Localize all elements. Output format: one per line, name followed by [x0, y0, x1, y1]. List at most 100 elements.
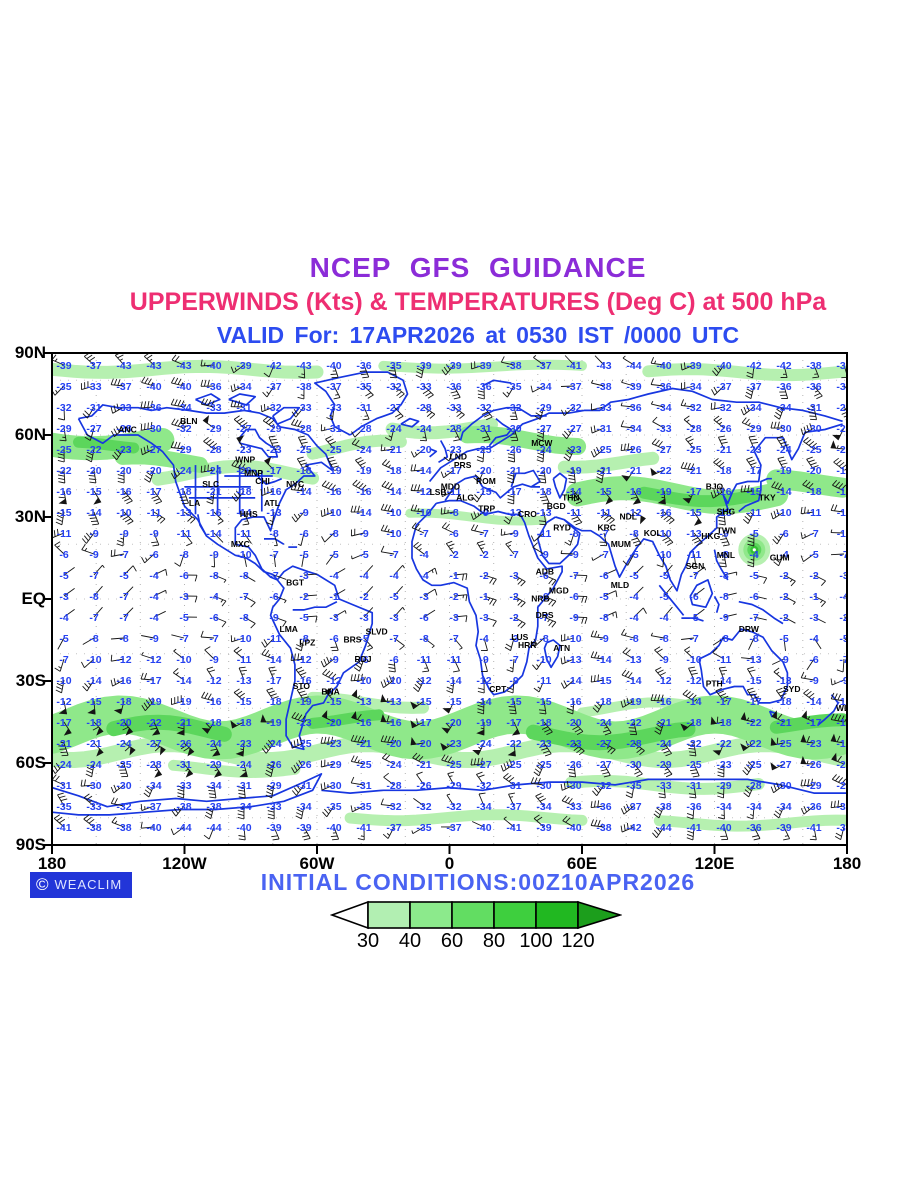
svg-text:-18: -18	[266, 696, 281, 708]
svg-text:-17: -17	[806, 717, 821, 729]
svg-text:-17: -17	[446, 465, 461, 477]
svg-text:-7: -7	[419, 528, 428, 540]
lon-axis-label: 120E	[694, 854, 735, 873]
svg-text:-4: -4	[389, 570, 398, 582]
svg-text:-29: -29	[206, 759, 221, 771]
svg-text:MXC: MXC	[231, 539, 250, 549]
svg-text:-13: -13	[566, 654, 581, 666]
svg-text:-21: -21	[836, 444, 851, 456]
svg-text:-5: -5	[119, 570, 128, 582]
svg-text:-14: -14	[86, 675, 101, 687]
svg-text:-36: -36	[206, 381, 221, 393]
svg-text:-23: -23	[566, 444, 581, 456]
svg-text:-4: -4	[419, 549, 428, 561]
svg-text:-7: -7	[449, 633, 458, 645]
svg-text:-29: -29	[266, 423, 281, 435]
svg-text:-28: -28	[296, 423, 311, 435]
svg-text:-33: -33	[836, 801, 851, 813]
svg-text:-40: -40	[716, 360, 731, 372]
svg-text:-40: -40	[176, 381, 191, 393]
svg-text:-27: -27	[476, 759, 491, 771]
svg-text:LPZ: LPZ	[299, 638, 315, 648]
svg-text:-32: -32	[596, 780, 611, 792]
svg-text:-39: -39	[296, 822, 311, 834]
svg-text:-9: -9	[509, 675, 518, 687]
svg-text:-9: -9	[719, 612, 728, 624]
lat-axis-label: 90S	[15, 835, 46, 854]
svg-text:-33: -33	[416, 381, 431, 393]
svg-text:-32: -32	[686, 402, 701, 414]
svg-text:-31: -31	[836, 381, 851, 393]
svg-text:-13: -13	[386, 696, 401, 708]
svg-text:-28: -28	[416, 402, 431, 414]
svg-text:-32: -32	[176, 423, 191, 435]
svg-text:-41: -41	[56, 822, 71, 834]
svg-text:-20: -20	[116, 717, 131, 729]
svg-text:-21: -21	[776, 717, 791, 729]
svg-text:-7: -7	[599, 549, 608, 561]
svg-text:-17: -17	[146, 675, 161, 687]
svg-text:-16: -16	[56, 486, 71, 498]
svg-text:-29: -29	[536, 402, 551, 414]
svg-text:-34: -34	[686, 381, 701, 393]
svg-text:-38: -38	[86, 822, 101, 834]
svg-text:-36: -36	[836, 360, 851, 372]
svg-text:-9: -9	[89, 549, 98, 561]
svg-text:-29: -29	[716, 780, 731, 792]
svg-text:-31: -31	[806, 402, 821, 414]
svg-text:-7: -7	[269, 549, 278, 561]
svg-text:-31: -31	[56, 780, 71, 792]
lat-axis-label: 30N	[14, 507, 46, 526]
svg-text:-30: -30	[626, 759, 641, 771]
svg-text:-4: -4	[629, 612, 638, 624]
svg-text:-31: -31	[506, 780, 521, 792]
svg-text:-11: -11	[57, 528, 72, 540]
svg-text:-39: -39	[776, 822, 791, 834]
svg-text:-23: -23	[746, 444, 761, 456]
svg-text:HRR: HRR	[518, 640, 536, 650]
svg-text:-33: -33	[446, 402, 461, 414]
svg-text:-23: -23	[716, 759, 731, 771]
svg-text:RYD: RYD	[553, 523, 571, 533]
svg-text:-28: -28	[356, 423, 371, 435]
svg-text:-39: -39	[476, 360, 491, 372]
svg-text:-23: -23	[536, 738, 551, 750]
svg-text:-31: -31	[356, 402, 371, 414]
svg-text:-42: -42	[746, 360, 761, 372]
svg-text:-5: -5	[809, 549, 818, 561]
svg-text:-40: -40	[146, 381, 161, 393]
svg-text:-30: -30	[806, 423, 821, 435]
svg-text:-4: -4	[479, 633, 488, 645]
svg-text:-8: -8	[659, 633, 668, 645]
svg-text:-5: -5	[599, 591, 608, 603]
svg-text:-9: -9	[599, 633, 608, 645]
svg-text:NYC: NYC	[286, 479, 304, 489]
svg-text:-30: -30	[326, 780, 341, 792]
svg-text:-38: -38	[176, 801, 191, 813]
svg-text:-11: -11	[447, 654, 462, 666]
svg-text:-24: -24	[236, 759, 251, 771]
svg-text:-15: -15	[746, 486, 761, 498]
svg-text:-3: -3	[449, 612, 458, 624]
svg-text:-33: -33	[656, 423, 671, 435]
svg-text:-24: -24	[416, 423, 431, 435]
svg-text:-25: -25	[806, 444, 821, 456]
svg-text:-16: -16	[716, 486, 731, 498]
svg-text:-28: -28	[116, 423, 131, 435]
svg-text:-34: -34	[536, 801, 551, 813]
svg-text:-4: -4	[749, 549, 758, 561]
svg-text:-2: -2	[299, 591, 308, 603]
svg-text:-5: -5	[629, 570, 638, 582]
svg-text:-19: -19	[176, 696, 191, 708]
legend-tick-label: 80	[482, 930, 506, 952]
legend-tick-label: 120	[561, 930, 595, 952]
svg-text:-18: -18	[716, 717, 731, 729]
svg-text:-11: -11	[417, 654, 432, 666]
svg-text:-32: -32	[566, 402, 581, 414]
svg-text:-20: -20	[386, 738, 401, 750]
svg-text:-19: -19	[566, 465, 581, 477]
svg-text:-7: -7	[479, 528, 488, 540]
svg-text:-8: -8	[299, 633, 308, 645]
svg-text:-27: -27	[596, 759, 611, 771]
svg-text:-43: -43	[116, 360, 131, 372]
